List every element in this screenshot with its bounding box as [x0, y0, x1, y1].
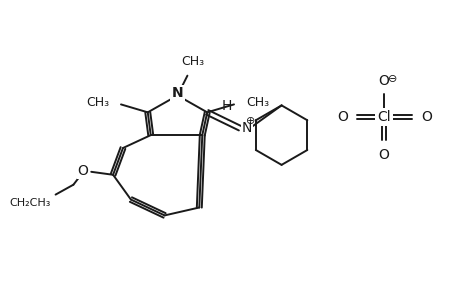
Text: CH₃: CH₃	[180, 55, 203, 68]
Text: CH₃: CH₃	[246, 96, 269, 109]
Text: H: H	[221, 99, 232, 113]
Text: O: O	[420, 110, 431, 124]
Text: N: N	[171, 86, 183, 100]
Text: CH₂CH₃: CH₂CH₃	[9, 198, 50, 208]
Text: ⊖: ⊖	[387, 74, 397, 84]
Text: O: O	[377, 74, 388, 88]
Text: O: O	[77, 164, 88, 178]
Text: N: N	[241, 121, 252, 135]
Text: CH₃: CH₃	[86, 96, 109, 109]
Text: Cl: Cl	[376, 110, 390, 124]
Text: ⊕: ⊕	[246, 116, 255, 126]
Text: O: O	[336, 110, 347, 124]
Text: O: O	[377, 148, 388, 162]
